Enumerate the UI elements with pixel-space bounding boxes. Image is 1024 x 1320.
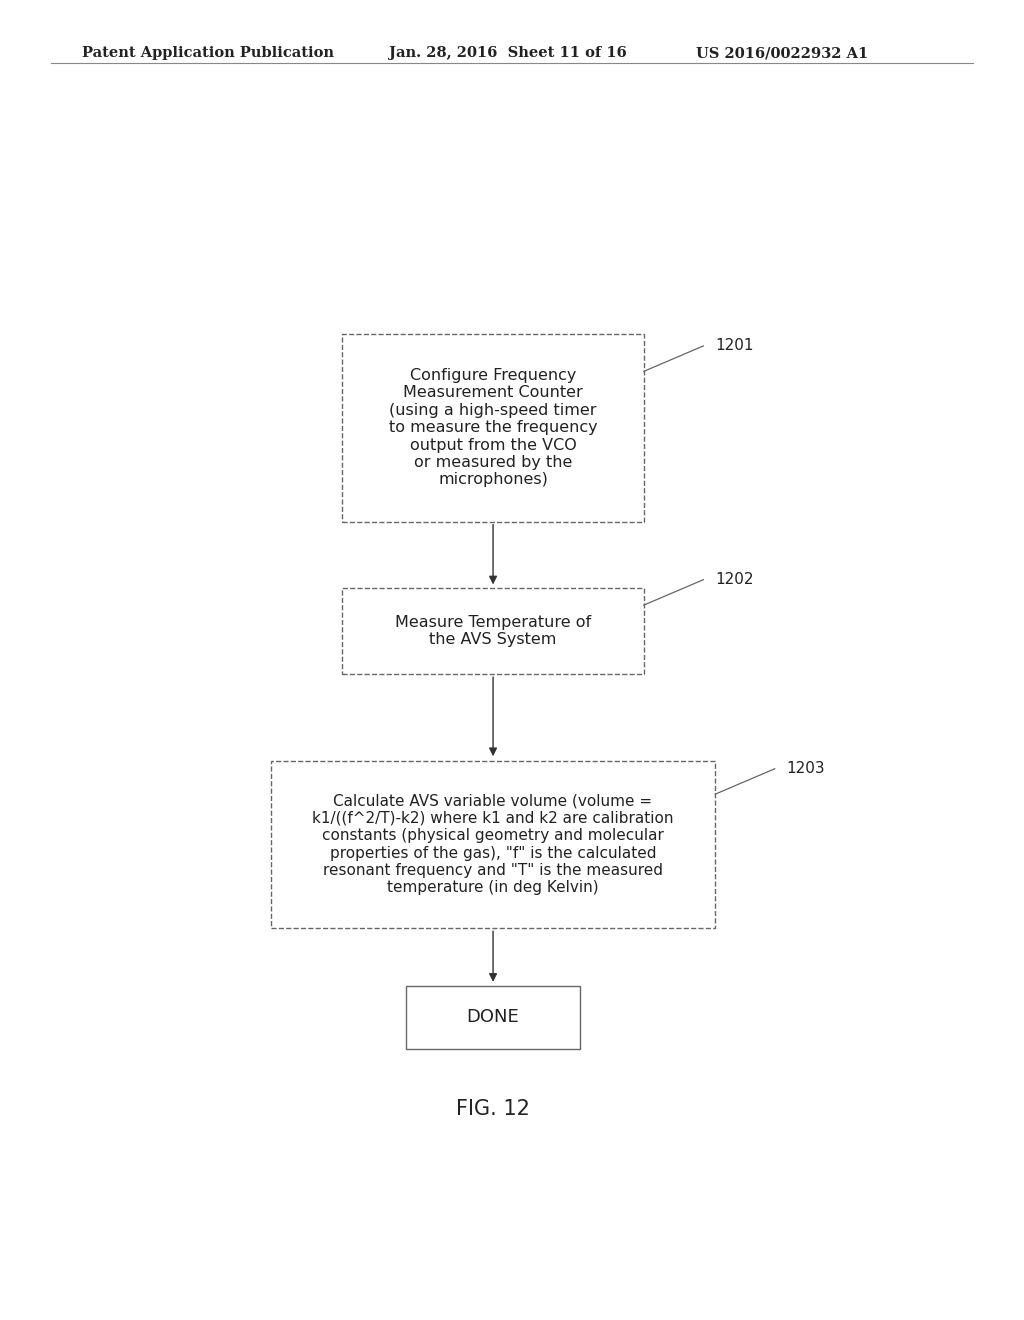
Text: US 2016/0022932 A1: US 2016/0022932 A1 [696, 46, 868, 61]
Text: Jan. 28, 2016  Sheet 11 of 16: Jan. 28, 2016 Sheet 11 of 16 [389, 46, 627, 61]
Bar [342, 587, 644, 675]
Text: Patent Application Publication: Patent Application Publication [82, 46, 334, 61]
Text: DONE: DONE [467, 1008, 519, 1026]
Text: Configure Frequency
Measurement Counter
(using a high-speed timer
to measure the: Configure Frequency Measurement Counter … [389, 368, 597, 487]
Text: 1202: 1202 [715, 572, 754, 587]
Text: Calculate AVS variable volume (volume =
k1/((f^2/T)-k2) where k1 and k2 are cali: Calculate AVS variable volume (volume = … [312, 793, 674, 895]
Bar [406, 986, 581, 1049]
Bar [342, 334, 644, 521]
Bar [270, 760, 715, 928]
Text: 1203: 1203 [786, 762, 825, 776]
Text: Measure Temperature of
the AVS System: Measure Temperature of the AVS System [395, 615, 591, 647]
Text: FIG. 12: FIG. 12 [456, 1098, 530, 1119]
Text: 1201: 1201 [715, 338, 754, 354]
